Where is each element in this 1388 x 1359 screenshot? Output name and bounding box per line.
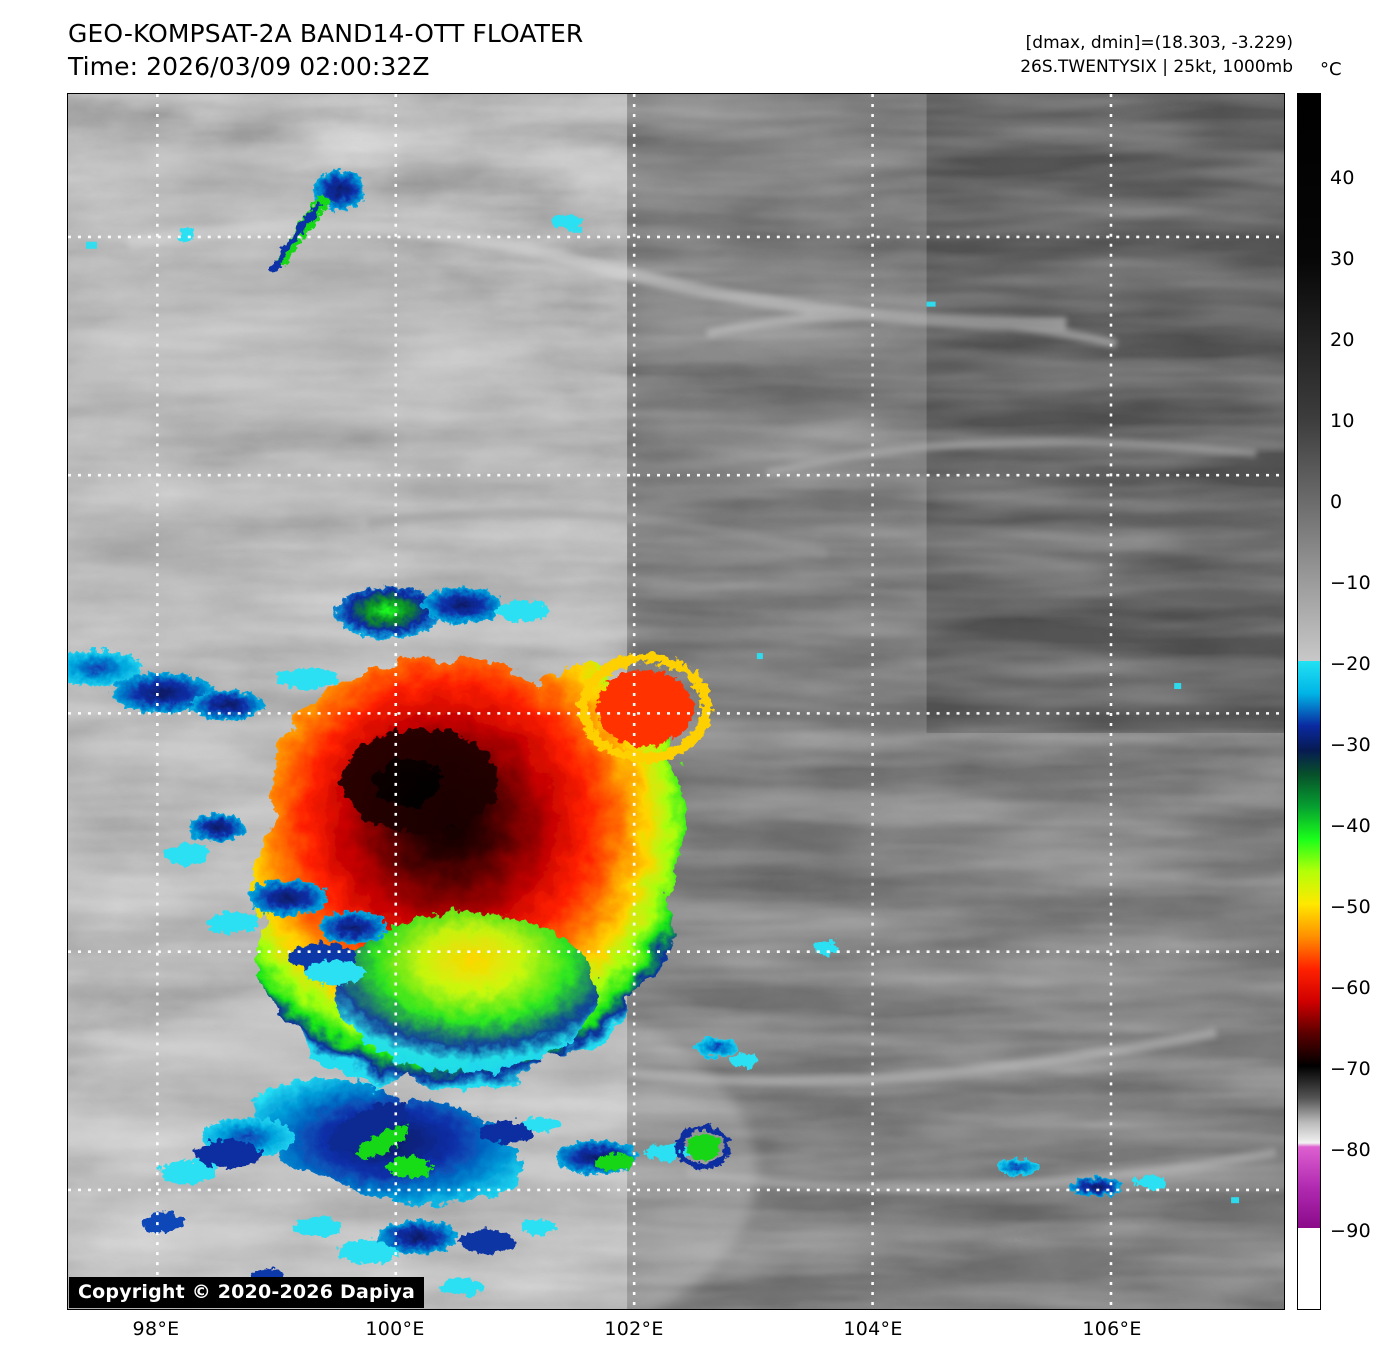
colorbar-tick-m50: −50 [1330,896,1371,918]
colorbar-tick-0: 0 [1330,491,1343,513]
colorbar-tick-m60: −60 [1330,977,1371,999]
colorbar[interactable] [1297,93,1321,1310]
colorbar-tick-m10: −10 [1330,572,1371,594]
satellite-image-plot[interactable]: Copyright © 2020-2026 Dapiya [67,93,1285,1310]
scattered-pixels [85,226,1240,1204]
x-axis-tick-104E: 104°E [843,1318,903,1340]
west-band-18S [68,650,338,866]
colorbar-tick-40: 40 [1330,167,1355,189]
x-axis-tick-102E: 102°E [604,1318,664,1340]
colorbar-tick-m80: −80 [1330,1139,1371,1161]
northeast-cell [335,587,549,640]
title-block: GEO-KOMPSAT-2A BAND14-OTT FLOATER Time: … [68,18,583,83]
colorbar-tick-20: 20 [1330,329,1355,351]
copyright-notice: Copyright © 2020-2026 Dapiya [69,1277,425,1308]
storm-info-label: 26S.TWENTYSIX | 25kt, 1000mb [1020,57,1293,78]
southeast-cells [676,940,1168,1198]
colorbar-tick-m20: −20 [1330,653,1371,675]
timestamp-label: Time: 2026/03/09 02:00:32Z [68,51,430,81]
data-extremes-label: [dmax, dmin]=(18.303, -3.229) [1025,33,1293,53]
x-axis-tick-100E: 100°E [365,1318,425,1340]
colorbar-tick-m30: −30 [1330,734,1371,756]
page-title: GEO-KOMPSAT-2A BAND14-OTT FLOATER [68,19,584,48]
colorbar-tick-m40: −40 [1330,815,1371,837]
colorbar-unit-label: °C [1320,59,1342,80]
colorbar-tick-10: 10 [1330,410,1355,432]
colorbar-tick-m90: −90 [1330,1220,1371,1242]
grid-lines [68,94,1284,1309]
metadata-block: [dmax, dmin]=(18.303, -3.229) 26S.TWENTY… [1020,31,1293,79]
x-axis-tick-98E: 98°E [132,1318,180,1340]
satellite-imagery-canvas [68,94,1284,1309]
main-convective-mass [252,653,712,1090]
x-axis-tick-106E: 106°E [1082,1318,1142,1340]
colorbar-tick-30: 30 [1330,248,1355,270]
colorbar-tick-m70: −70 [1330,1058,1371,1080]
colorbar-gradient [1298,94,1320,1309]
